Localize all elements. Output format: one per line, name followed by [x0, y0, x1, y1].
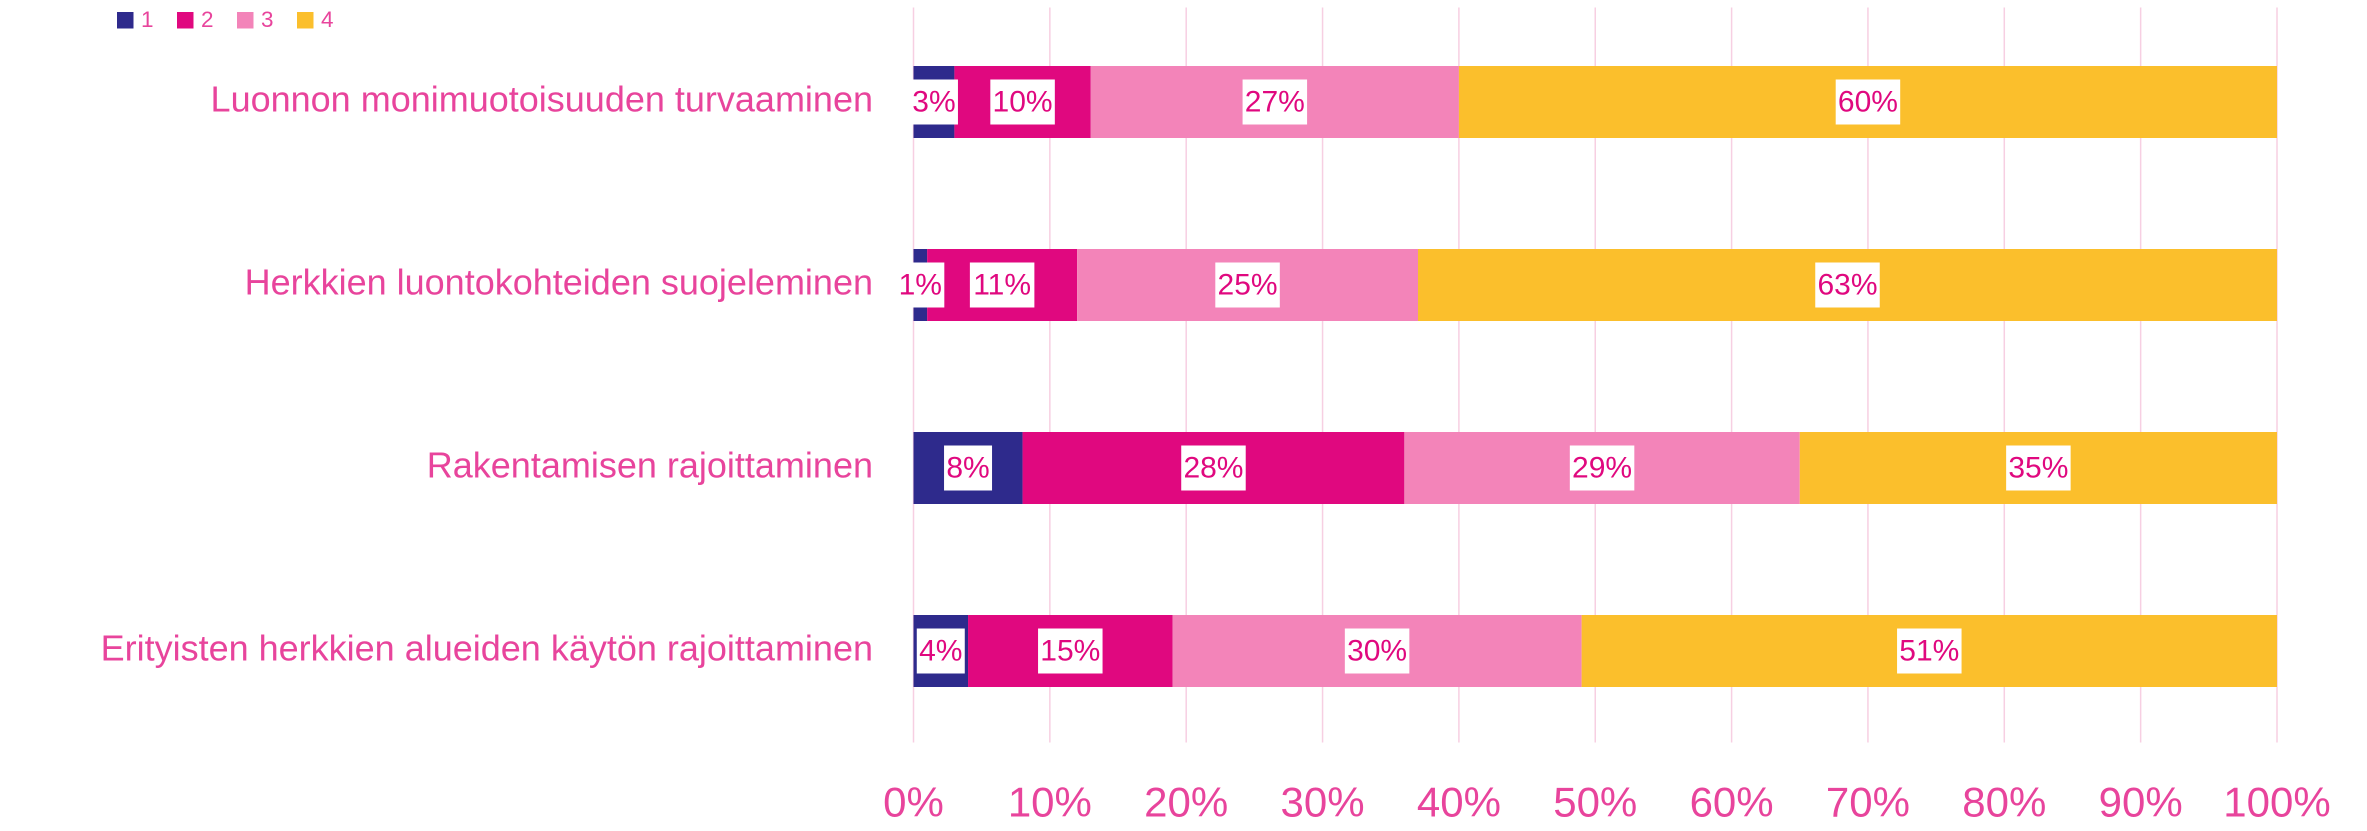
- label-box: [1215, 262, 1280, 308]
- legend-label: 2: [201, 7, 214, 32]
- x-tick-label: 30%: [1281, 779, 1365, 826]
- category-label: Luonnon monimuotoisuuden turvaaminen: [211, 79, 873, 120]
- legend-swatch: [237, 12, 254, 29]
- value-label: 1%: [899, 268, 942, 301]
- label-box: [896, 262, 945, 308]
- label-box: [909, 79, 958, 125]
- label-box: [944, 445, 993, 491]
- label-box: [1344, 628, 1410, 674]
- value-label: 51%: [1899, 634, 1959, 667]
- label-box: [2006, 445, 2071, 491]
- x-tick-label: 20%: [1144, 779, 1228, 826]
- x-tick-label: 70%: [1826, 779, 1910, 826]
- x-tick-label: 100%: [2223, 779, 2330, 826]
- value-label: 63%: [1817, 268, 1877, 301]
- legend-swatch: [177, 12, 194, 29]
- label-box: [1815, 262, 1880, 308]
- category-label: Erityisten herkkien alueiden käytön rajo…: [101, 628, 873, 669]
- value-label: 8%: [946, 451, 989, 484]
- label-box: [1897, 628, 1962, 674]
- label-box: [1181, 445, 1246, 491]
- value-label: 29%: [1572, 451, 1632, 484]
- value-label: 27%: [1245, 85, 1305, 118]
- legend-swatch: [297, 12, 314, 29]
- label-box: [916, 628, 965, 674]
- x-tick-label: 60%: [1690, 779, 1774, 826]
- value-label: 4%: [919, 634, 962, 667]
- value-label: 60%: [1838, 85, 1898, 118]
- label-box: [990, 79, 1055, 125]
- value-label: 35%: [2008, 451, 2068, 484]
- label-box: [1038, 628, 1103, 674]
- value-label: 25%: [1218, 268, 1278, 301]
- value-label: 11%: [973, 268, 1031, 301]
- label-box: [969, 262, 1035, 308]
- value-label: 30%: [1347, 634, 1407, 667]
- category-label: Herkkien luontokohteiden suojeleminen: [245, 262, 873, 303]
- x-tick-label: 90%: [2099, 779, 2183, 826]
- value-label: 28%: [1183, 451, 1243, 484]
- value-label: 10%: [993, 85, 1053, 118]
- legend-label: 1: [141, 7, 154, 32]
- x-tick-label: 10%: [1008, 779, 1092, 826]
- label-box: [1242, 79, 1308, 125]
- legend-label: 3: [261, 7, 274, 32]
- label-box: [1569, 445, 1635, 491]
- legend-swatch: [117, 12, 134, 29]
- x-tick-label: 0%: [883, 779, 944, 826]
- x-tick-label: 50%: [1553, 779, 1637, 826]
- x-tick-label: 80%: [1962, 779, 2046, 826]
- label-box: [1835, 79, 1901, 125]
- legend-label: 4: [321, 7, 334, 32]
- value-label: 3%: [912, 85, 955, 118]
- value-label: 15%: [1040, 634, 1100, 667]
- category-label: Rakentamisen rajoittaminen: [427, 445, 873, 486]
- x-tick-label: 40%: [1417, 779, 1501, 826]
